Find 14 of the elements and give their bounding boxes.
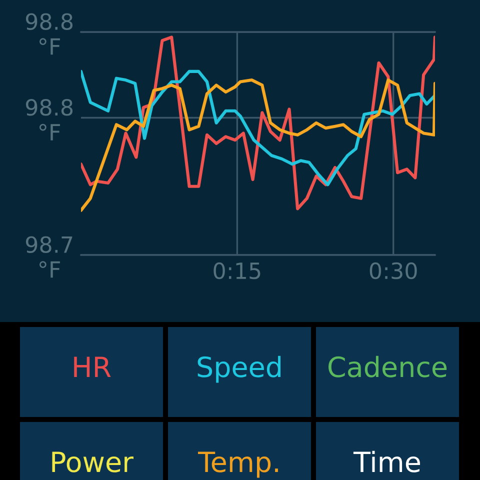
line-series [81,36,435,210]
line-series [81,78,435,212]
line-series [81,70,435,186]
x-tick-label: 0:30 [370,262,417,280]
category-label: HR [74,356,111,377]
x-tick-label: 0:15 [214,262,260,280]
category-label: Speed [198,356,281,383]
category-label: Temp. [198,452,278,478]
category-label: Power [52,452,134,472]
y-tick-label: 98.8 °F [26,98,73,140]
y-tick-label: 98.8 °F [26,13,73,55]
y-tick-label: 98.7 °F [26,236,72,278]
category-label: Time [353,450,420,472]
category-label: Cadence [328,356,447,378]
